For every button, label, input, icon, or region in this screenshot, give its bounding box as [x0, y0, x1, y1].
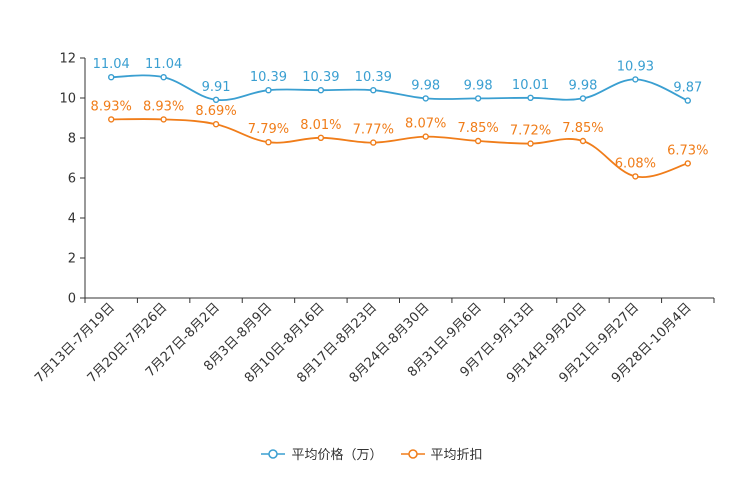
- data-label: 10.93: [617, 59, 654, 74]
- data-label: 9.98: [411, 78, 440, 93]
- legend-item-discount[interactable]: 平均折扣: [400, 444, 483, 463]
- axes: 0246810127月13日-7月19日7月20日-7月26日7月27日-8月2…: [32, 52, 715, 386]
- data-label: 11.04: [145, 57, 182, 72]
- data-label: 7.79%: [248, 122, 289, 137]
- series-layer: [108, 73, 691, 180]
- data-point: [632, 173, 639, 180]
- data-label: 10.39: [355, 70, 392, 85]
- y-tick-label: 10: [59, 92, 76, 107]
- data-label: 8.07%: [405, 117, 446, 132]
- legend-label-price: 平均价格（万）: [291, 448, 383, 463]
- y-tick-label: 8: [68, 132, 76, 147]
- data-label: 8.69%: [195, 104, 236, 119]
- data-point: [684, 97, 691, 104]
- legend-item-price[interactable]: 平均价格（万）: [261, 444, 383, 463]
- data-point: [370, 139, 377, 146]
- data-point: [370, 86, 377, 94]
- data-label: 9.87: [673, 81, 702, 96]
- data-label: 7.85%: [562, 121, 603, 136]
- labels-layer: 11.04 11.04 9.91 10.39 10.39 10.39 9.98 9.98 10.…: [91, 57, 709, 171]
- data-point: [684, 160, 691, 167]
- data-point: [474, 95, 482, 102]
- legend-marker-discount: [400, 448, 425, 459]
- data-label: 10.39: [250, 70, 287, 85]
- data-label: 9.91: [202, 80, 231, 95]
- data-label: 7.77%: [353, 123, 394, 138]
- data-point: [317, 134, 325, 142]
- data-point: [579, 95, 587, 102]
- data-label: 10.01: [512, 78, 549, 93]
- data-label: 7.72%: [510, 124, 551, 139]
- data-point: [160, 116, 167, 123]
- series-line-1: [111, 118, 689, 178]
- line-chart: 0246810127月13日-7月19日7月20日-7月26日7月27日-8月2…: [32, 52, 715, 386]
- y-tick-label: 0: [68, 292, 76, 307]
- data-point: [108, 116, 115, 123]
- legend-label-discount: 平均折扣: [430, 448, 483, 463]
- y-tick-label: 2: [68, 252, 76, 267]
- data-point: [317, 86, 325, 94]
- data-point: [527, 140, 534, 147]
- data-label: 6.73%: [667, 143, 708, 158]
- data-label: 11.04: [93, 57, 130, 72]
- data-label: 7.85%: [457, 121, 498, 136]
- legend: 平均价格（万） 平均折扣: [0, 444, 744, 463]
- data-point: [579, 137, 587, 145]
- data-label: 9.98: [568, 78, 597, 93]
- data-point: [265, 86, 272, 94]
- data-label: 9.98: [464, 78, 493, 93]
- y-tick-label: 4: [68, 212, 76, 227]
- data-point: [108, 73, 115, 81]
- data-point: [265, 138, 272, 146]
- data-point: [212, 96, 220, 104]
- data-label: 6.08%: [615, 156, 656, 171]
- data-label: 8.01%: [300, 118, 341, 133]
- data-point: [422, 95, 429, 102]
- data-point: [474, 137, 482, 145]
- data-point: [160, 73, 167, 81]
- data-point: [422, 133, 429, 140]
- data-label: 8.93%: [91, 99, 132, 114]
- data-label: 8.93%: [143, 99, 184, 114]
- data-point: [632, 76, 639, 83]
- data-label: 10.39: [302, 70, 339, 85]
- series-line-0: [111, 74, 689, 102]
- y-tick-label: 6: [68, 172, 76, 187]
- data-point: [527, 94, 534, 102]
- data-point: [212, 120, 220, 128]
- legend-marker-price: [261, 448, 286, 459]
- y-tick-label: 12: [59, 52, 76, 67]
